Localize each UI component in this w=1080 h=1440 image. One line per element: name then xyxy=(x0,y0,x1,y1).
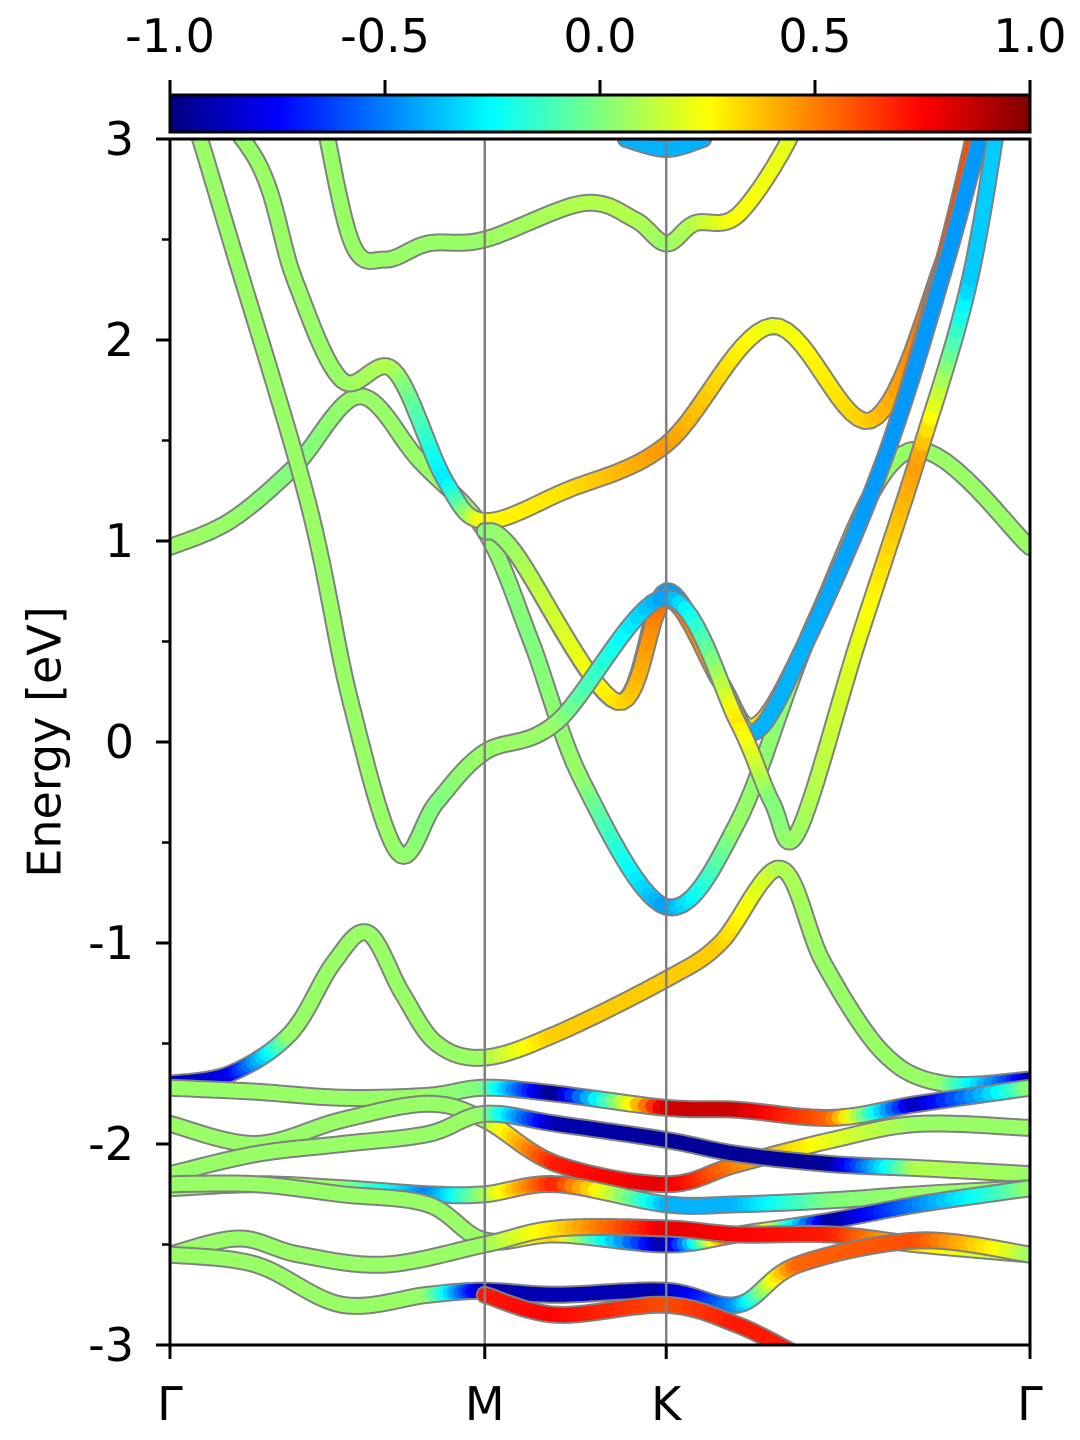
band-segment xyxy=(179,67,183,79)
band-segment xyxy=(805,81,806,84)
band-series xyxy=(170,1078,1030,1127)
colorbar-tick-label: 0.0 xyxy=(563,9,636,63)
colorbar-tick-label: 1.0 xyxy=(993,9,1066,63)
band-series xyxy=(170,859,1030,1094)
y-axis: -3 -2 -1 0 1 2 3 xyxy=(88,112,170,1372)
colorbar-bar xyxy=(168,93,1032,134)
band-segment xyxy=(806,79,807,81)
band-series xyxy=(170,1104,1030,1184)
y-tick-label: 3 xyxy=(105,112,134,166)
band-segment xyxy=(316,79,317,86)
band-series xyxy=(179,67,1004,865)
band-segment xyxy=(795,1354,797,1355)
x-tick-label: K xyxy=(651,1377,683,1431)
y-tick-label: -3 xyxy=(88,1318,134,1372)
band-segment xyxy=(182,80,186,94)
band-segment xyxy=(805,84,806,87)
band-segment xyxy=(993,84,994,87)
band-series xyxy=(475,79,996,742)
band-segment xyxy=(196,86,203,93)
band-outline xyxy=(170,859,1030,1094)
band-segment xyxy=(992,87,993,90)
band-segment xyxy=(184,73,190,79)
band-segment xyxy=(178,68,183,74)
band-segment xyxy=(174,63,179,68)
x-tick-label: Γ xyxy=(1017,1377,1043,1431)
band-segment xyxy=(779,1341,794,1345)
colorbar-tick-label: 0.5 xyxy=(778,9,851,63)
band-segment xyxy=(784,1343,794,1345)
x-tick-label: Γ xyxy=(157,1377,183,1431)
band-segment xyxy=(190,79,197,86)
y-axis-label: Energy [eV] xyxy=(18,606,72,877)
band-segment xyxy=(804,87,805,91)
kpoint-divider-lines xyxy=(483,139,668,1345)
band-segment xyxy=(318,86,320,95)
y-tick-label: 0 xyxy=(105,715,134,769)
band-segment xyxy=(994,81,995,84)
y-tick-label: 1 xyxy=(105,514,134,568)
band-segment xyxy=(985,79,987,86)
band-segment xyxy=(995,79,996,81)
band-series xyxy=(316,79,807,270)
x-tick-label: M xyxy=(465,1377,505,1431)
band-segment xyxy=(994,79,996,87)
band-segment xyxy=(1003,79,1004,87)
band-segment xyxy=(793,1352,796,1354)
colorbar-tick-label: -1.0 xyxy=(125,9,215,63)
band-segment xyxy=(991,90,992,94)
bands-layer xyxy=(170,63,1030,1355)
colorbar-ticks: -1.0 -0.5 0.0 0.5 1.0 xyxy=(125,9,1067,95)
plot-area: -3 -2 -1 0 1 2 3 Γ M K Γ Energy [eV] xyxy=(18,63,1044,1431)
y-tick-label: 2 xyxy=(105,313,134,367)
colorbar-tick-label: -0.5 xyxy=(340,9,430,63)
y-tick-label: -2 xyxy=(88,1117,134,1171)
y-tick-label: -1 xyxy=(88,916,134,970)
colorbar: -1.0 -0.5 0.0 0.5 1.0 xyxy=(125,9,1067,134)
